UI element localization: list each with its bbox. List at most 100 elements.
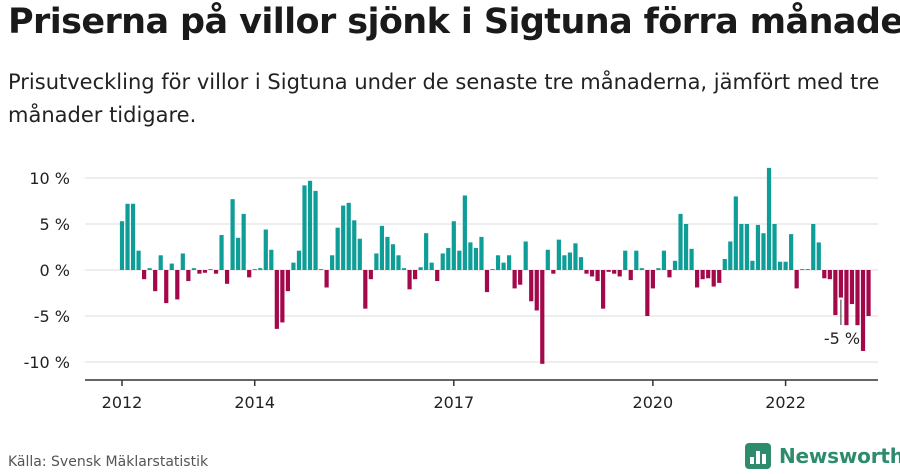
bar xyxy=(396,255,401,270)
source-note: Källa: Svensk Mäklarstatistik xyxy=(8,454,209,470)
bar xyxy=(589,270,595,277)
y-tick-label: -10 % xyxy=(24,353,70,372)
bar xyxy=(357,238,362,270)
bar xyxy=(523,241,528,270)
bar xyxy=(208,269,213,270)
x-tick-label: 2012 xyxy=(102,393,143,412)
bar xyxy=(595,270,600,282)
x-tick-label: 2014 xyxy=(234,393,275,412)
bar xyxy=(446,247,451,270)
bar xyxy=(424,233,429,270)
bar xyxy=(407,270,412,290)
bar xyxy=(197,270,202,274)
bar xyxy=(772,224,777,270)
bar xyxy=(518,270,523,285)
bar xyxy=(556,239,561,270)
bar xyxy=(512,270,517,289)
bar xyxy=(833,270,838,316)
bar xyxy=(224,270,230,284)
bar xyxy=(617,270,622,277)
bar xyxy=(667,270,672,278)
bar xyxy=(346,202,351,270)
bar xyxy=(534,270,539,311)
bar xyxy=(462,195,467,270)
bar xyxy=(551,270,556,274)
bar xyxy=(567,252,573,270)
bar xyxy=(330,255,335,270)
bar xyxy=(661,250,667,270)
bar xyxy=(678,213,683,270)
bar xyxy=(158,255,163,270)
bar xyxy=(418,267,423,270)
bar xyxy=(728,241,733,270)
bar xyxy=(849,270,855,305)
chart-subtitle: Prisutveckling för villor i Sigtuna unde… xyxy=(8,70,880,127)
bar xyxy=(318,269,324,270)
bar xyxy=(794,270,799,289)
bar xyxy=(169,263,174,270)
bar xyxy=(672,260,678,270)
bar xyxy=(180,253,185,270)
bar xyxy=(805,269,810,270)
bar xyxy=(186,270,191,282)
bar xyxy=(435,270,440,282)
bar xyxy=(130,203,136,270)
bar xyxy=(811,224,816,270)
bar xyxy=(573,243,578,270)
bar xyxy=(385,236,390,270)
bar xyxy=(125,203,130,270)
bar xyxy=(142,270,147,280)
bar xyxy=(683,224,689,270)
bar xyxy=(628,270,633,281)
bar xyxy=(634,250,639,270)
bar xyxy=(484,270,490,293)
bars xyxy=(119,167,871,364)
bar xyxy=(866,270,871,316)
bar xyxy=(783,261,788,270)
y-tick-label: 5 % xyxy=(40,215,70,234)
bar xyxy=(258,268,263,270)
bar xyxy=(119,221,125,270)
bar xyxy=(601,270,606,309)
brand-name: Newsworthy xyxy=(779,444,900,468)
bar xyxy=(313,190,318,270)
bar xyxy=(451,221,456,270)
x-tick-label: 2017 xyxy=(433,393,474,412)
bar xyxy=(202,270,208,273)
chart-title: Priserna på villor sjönk i Sigtuna förra… xyxy=(8,2,900,42)
bar xyxy=(269,249,274,270)
bar xyxy=(175,270,180,300)
bar xyxy=(766,167,772,270)
bar xyxy=(639,268,644,270)
axes xyxy=(85,379,878,386)
bar xyxy=(241,213,246,270)
bar xyxy=(529,270,534,302)
bar xyxy=(263,229,268,270)
bar xyxy=(230,199,235,270)
bar xyxy=(656,268,661,270)
newsworthy-logo-icon xyxy=(745,443,771,469)
bar xyxy=(341,205,346,270)
bar xyxy=(302,185,307,270)
bar xyxy=(285,270,290,292)
bar xyxy=(584,270,589,274)
bar xyxy=(750,260,755,270)
bar xyxy=(860,270,866,351)
bar xyxy=(479,236,484,270)
bar xyxy=(650,270,655,289)
bar xyxy=(689,248,694,270)
bar xyxy=(236,237,241,270)
bar xyxy=(761,233,766,270)
bar xyxy=(623,250,628,270)
bar xyxy=(374,253,379,270)
bar xyxy=(816,242,821,270)
bar xyxy=(274,270,279,329)
bar xyxy=(706,270,711,279)
bar xyxy=(507,255,512,270)
x-tick-label: 2022 xyxy=(765,393,806,412)
bar xyxy=(822,270,827,279)
bar xyxy=(645,270,650,316)
bar xyxy=(296,250,302,270)
bar xyxy=(213,270,219,274)
bar xyxy=(562,255,567,270)
